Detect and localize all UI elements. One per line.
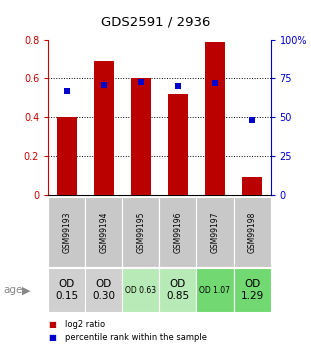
Bar (168, 94, 188, 195)
Bar (234, 197, 271, 267)
Text: ▶: ▶ (22, 285, 31, 295)
Bar (159, 197, 197, 267)
Bar (122, 268, 159, 312)
Text: ■: ■ (48, 333, 56, 342)
Point (175, 83, 180, 89)
Point (212, 80, 217, 86)
Bar (131, 79, 151, 195)
Bar (94, 61, 114, 195)
Bar (197, 268, 234, 312)
Point (101, 82, 106, 87)
Text: OD 0.63: OD 0.63 (125, 286, 156, 295)
Text: OD
0.15: OD 0.15 (55, 279, 78, 301)
Bar (159, 268, 197, 312)
Bar (197, 197, 234, 267)
Text: percentile rank within the sample: percentile rank within the sample (65, 333, 207, 342)
Text: GSM99197: GSM99197 (211, 211, 220, 253)
Text: GSM99198: GSM99198 (248, 211, 257, 253)
Bar (85, 197, 122, 267)
Bar (205, 42, 225, 195)
Text: GSM99195: GSM99195 (136, 211, 145, 253)
Text: OD
1.29: OD 1.29 (240, 279, 264, 301)
Text: GSM99193: GSM99193 (62, 211, 71, 253)
Bar (85, 268, 122, 312)
Point (64, 88, 69, 94)
Text: OD 1.07: OD 1.07 (199, 286, 230, 295)
Text: OD
0.30: OD 0.30 (92, 279, 115, 301)
Bar (122, 197, 159, 267)
Text: OD
0.85: OD 0.85 (166, 279, 189, 301)
Text: GSM99196: GSM99196 (174, 211, 183, 253)
Bar (234, 268, 271, 312)
Text: GDS2591 / 2936: GDS2591 / 2936 (101, 16, 210, 29)
Text: GSM99194: GSM99194 (99, 211, 108, 253)
Text: ■: ■ (48, 321, 56, 329)
Text: log2 ratio: log2 ratio (65, 321, 105, 329)
Point (138, 79, 143, 85)
Point (249, 118, 254, 123)
Bar (48, 268, 85, 312)
Bar (242, 177, 262, 195)
Bar (57, 117, 77, 195)
Bar (48, 197, 85, 267)
Text: age: age (3, 285, 22, 295)
